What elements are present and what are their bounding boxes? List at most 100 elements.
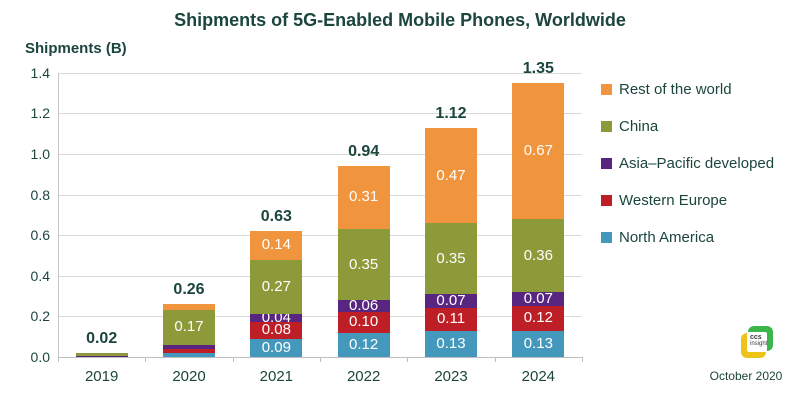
legend-swatch — [601, 231, 612, 243]
x-axis-label: 2022 — [346, 368, 381, 385]
bar-segment-2021 — [250, 338, 303, 357]
legend-item: North America — [601, 228, 714, 246]
segment-value-label: 0.04 — [261, 309, 291, 327]
x-axis-tick — [232, 357, 234, 362]
segment-value-label: 0.12 — [523, 309, 553, 327]
bar-segment-2023 — [425, 330, 477, 357]
segment-value-label: 0.08 — [261, 321, 291, 339]
gridline — [58, 154, 582, 155]
segment-value-label: 0.17 — [174, 318, 204, 336]
bar-total-label: 0.26 — [173, 281, 205, 299]
segment-value-label: 0.36 — [523, 246, 553, 264]
bar-segment-2022 — [337, 166, 390, 230]
legend-item: China — [601, 117, 658, 135]
legend-label: Western Europe — [619, 191, 728, 209]
x-axis-label: 2024 — [521, 368, 556, 385]
bar-segment-2024 — [512, 306, 565, 331]
y-tick-label: 1.2 — [30, 105, 50, 122]
bar-total-label: 0.63 — [260, 208, 292, 226]
logo-text-ccs: ccs — [750, 334, 762, 341]
x-axis-tick — [494, 357, 496, 362]
x-axis-label: 2020 — [172, 368, 206, 385]
bar-segment-2022 — [337, 312, 390, 333]
bar-segment-2023 — [425, 127, 477, 224]
legend-label: China — [619, 117, 659, 135]
y-tick-label: 1.4 — [30, 64, 50, 81]
legend-swatch — [601, 120, 612, 132]
logo-text-plate: ccs insight — [747, 332, 767, 352]
bar-segment-2021 — [250, 231, 303, 260]
legend-label: North America — [619, 228, 715, 246]
bar-segment-2023 — [425, 294, 477, 309]
y-tick-label: 0.2 — [30, 308, 50, 325]
bar-segment-2020 — [163, 352, 215, 357]
legend-swatch — [601, 83, 612, 95]
bar-segment-2020 — [163, 310, 215, 345]
legend-item: Asia–Pacific developed — [601, 154, 774, 172]
footer-date: October 2020 — [709, 369, 783, 383]
bar-total-label: 0.94 — [348, 143, 380, 161]
segment-value-label: 0.67 — [523, 141, 553, 159]
gridline — [58, 235, 582, 237]
gridline — [58, 275, 582, 277]
bar-segment-2024 — [512, 82, 565, 219]
ccs-insight-logo: ccs insight — [741, 326, 773, 358]
segment-value-label: 0.14 — [261, 236, 291, 254]
segment-value-label: 0.27 — [261, 277, 291, 295]
segment-value-label: 0.35 — [349, 256, 379, 274]
legend-swatch — [601, 157, 612, 169]
segment-value-label: 0.06 — [349, 297, 379, 315]
x-axis-tick — [582, 357, 583, 362]
y-tick-label: 1.0 — [30, 146, 50, 162]
segment-value-label: 0.12 — [349, 335, 379, 353]
segment-value-label: 0.09 — [261, 338, 291, 356]
bar-segment-2024 — [512, 330, 565, 357]
segment-value-label: 0.10 — [349, 313, 379, 331]
bar-segment-2021 — [250, 322, 303, 339]
bar-segment-2022 — [337, 300, 390, 313]
legend-item: Rest of the world — [601, 80, 732, 98]
segment-value-label: 0.11 — [436, 310, 466, 328]
bar-segment-2021 — [250, 314, 303, 323]
segment-value-label: 0.35 — [436, 250, 466, 268]
gridline — [58, 72, 582, 74]
x-axis-tick — [407, 357, 409, 362]
bar-segment-2020 — [163, 348, 215, 353]
bar-segment-2021 — [250, 259, 303, 315]
bar-total-label: 1.12 — [435, 104, 467, 122]
gridline — [58, 194, 582, 196]
y-tick-label: 0.6 — [30, 227, 50, 244]
bar-segment-2023 — [425, 308, 477, 331]
y-tick-label: 0.4 — [30, 267, 50, 284]
bar-segment-2024 — [512, 292, 565, 307]
bar-segment-2022 — [337, 332, 390, 357]
bar-segment-2019 — [75, 352, 128, 356]
segment-value-label: 0.13 — [523, 334, 553, 352]
segment-value-label: 0.13 — [436, 334, 466, 352]
x-axis-tick — [58, 357, 59, 362]
logo-text-insight: insight — [750, 341, 768, 348]
gridline — [58, 316, 582, 318]
bar-total-label: 0.02 — [86, 329, 118, 347]
bar-total-label: 1.35 — [522, 59, 554, 77]
y-tick-label: 0.8 — [30, 186, 50, 203]
legend-label: Asia–Pacific developed — [619, 154, 775, 172]
bar-segment-2024 — [512, 218, 565, 293]
x-axis-label: 2021 — [259, 368, 294, 385]
x-axis-tick — [320, 357, 321, 362]
y-axis-line — [58, 72, 59, 357]
segment-value-label: 0.47 — [436, 166, 466, 184]
segment-value-label: 0.31 — [349, 188, 379, 206]
bar-segment-2019 — [75, 355, 128, 357]
bar-segment-2023 — [425, 223, 477, 295]
segment-value-label: 0.07 — [523, 290, 553, 308]
gridline — [58, 113, 582, 115]
segment-value-label: 0.07 — [436, 292, 466, 310]
x-axis-tick — [145, 357, 147, 362]
bar-segment-2022 — [337, 229, 390, 301]
y-tick-label: 0.0 — [30, 349, 50, 365]
bar-segment-2020 — [163, 304, 215, 311]
bar-segment-2020 — [163, 344, 215, 349]
legend-swatch — [601, 194, 612, 206]
